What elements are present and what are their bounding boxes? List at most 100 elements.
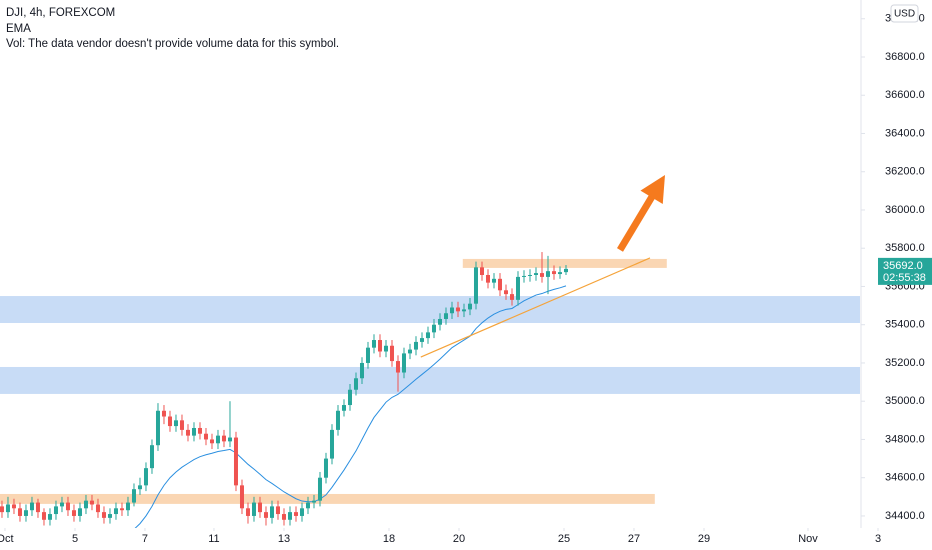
- candle-body: [317, 477, 322, 501]
- x-tick-label: 5: [72, 533, 78, 545]
- candle-body: [35, 502, 40, 513]
- candle-body: [455, 307, 460, 312]
- candle-body: [347, 389, 352, 406]
- candle-body: [515, 276, 520, 300]
- candle-body: [53, 506, 58, 515]
- candle-body: [407, 349, 412, 354]
- currency-button[interactable]: [890, 4, 919, 23]
- candle-body: [401, 353, 406, 373]
- candle-body: [383, 345, 388, 352]
- candle-body: [299, 508, 304, 516]
- candle-body: [281, 514, 286, 520]
- candle-body: [95, 504, 100, 513]
- candle-body: [125, 502, 130, 511]
- candle-body: [167, 416, 172, 427]
- candle-body: [341, 405, 346, 411]
- y-tick-label: 34800.0: [885, 433, 925, 445]
- candle-body: [311, 500, 316, 503]
- candle-body: [425, 332, 430, 339]
- candle-body: [293, 512, 298, 516]
- candle-body: [113, 508, 118, 515]
- x-tick-label: 25: [558, 533, 570, 545]
- zone: [462, 258, 667, 268]
- candle-body: [509, 294, 514, 300]
- candle-body: [521, 275, 526, 277]
- candle-body: [497, 278, 502, 291]
- candle-body: [221, 435, 226, 442]
- candle-body: [443, 313, 448, 319]
- zone: [0, 493, 655, 504]
- candle-body: [563, 268, 568, 273]
- candle-body: [191, 427, 196, 436]
- candle-body: [0, 506, 4, 513]
- y-tick-label: 35000.0: [885, 395, 925, 407]
- candle-body: [71, 510, 76, 516]
- candle-body: [185, 429, 190, 436]
- candle-body: [431, 324, 436, 333]
- x-tick-label: 7: [142, 533, 148, 545]
- y-tick-label: 36400.0: [885, 127, 925, 139]
- candle-body: [539, 273, 544, 277]
- last-price-box: [878, 257, 932, 285]
- candle-body: [503, 290, 508, 295]
- candle-body: [173, 420, 178, 427]
- candle-body: [59, 502, 64, 507]
- candle-body: [209, 439, 214, 444]
- candle-body: [323, 458, 328, 478]
- candle-body: [353, 378, 358, 390]
- candle-body: [461, 309, 466, 312]
- x-tick-label: 3: [875, 533, 881, 545]
- candle-body: [491, 278, 496, 283]
- candle-body: [335, 410, 340, 430]
- x-tick-label: Oct: [0, 533, 14, 545]
- candle-body: [17, 508, 22, 516]
- candle-body: [389, 345, 394, 362]
- y-tick-label: 36600.0: [885, 89, 925, 101]
- indicator-legend: EMA: [6, 23, 31, 35]
- candle-body: [479, 267, 484, 275]
- volume-note: Vol: The data vendor doesn't provide vol…: [6, 38, 339, 50]
- last-price-label: 35692.0: [883, 260, 923, 272]
- candle-body: [329, 429, 334, 459]
- candle-body: [257, 502, 262, 513]
- candle-body: [287, 512, 292, 520]
- candle-body: [203, 433, 208, 440]
- x-tick-label: 20: [453, 533, 465, 545]
- candle-body: [269, 506, 274, 518]
- candle-body: [251, 502, 256, 516]
- candle-body: [395, 361, 400, 373]
- candle-body: [233, 437, 238, 486]
- candle-body: [89, 500, 94, 505]
- x-tick-label: 13: [278, 533, 290, 545]
- candle-body: [179, 420, 184, 430]
- candle-body: [419, 338, 424, 342]
- candle-body: [377, 340, 382, 352]
- candle-body: [473, 267, 478, 304]
- currency-label[interactable]: USD: [894, 9, 915, 20]
- candle-body: [41, 512, 46, 520]
- x-tick-label: 18: [383, 533, 395, 545]
- candle-body: [449, 307, 454, 314]
- candle-body: [65, 502, 70, 511]
- candle-body: [365, 347, 370, 363]
- zone: [0, 366, 860, 394]
- candle-body: [119, 508, 124, 511]
- candle-body: [11, 504, 16, 509]
- candle-body: [77, 508, 82, 516]
- x-tick-label: 29: [698, 533, 710, 545]
- candle-body: [557, 272, 562, 275]
- candle-body: [551, 271, 556, 275]
- candle-body: [101, 512, 106, 518]
- y-tick-label: 36000.0: [885, 204, 925, 216]
- x-tick-label: 11: [208, 533, 219, 545]
- candle-body: [47, 514, 52, 520]
- arrow-head: [640, 174, 665, 204]
- candle-body: [239, 485, 244, 509]
- candle-body: [527, 274, 532, 276]
- candle-body: [143, 468, 148, 486]
- candle-body: [245, 508, 250, 516]
- candle-body: [131, 489, 136, 503]
- candle-body: [83, 500, 88, 509]
- y-tick-label: 35400.0: [885, 319, 925, 331]
- candle-body: [437, 318, 442, 325]
